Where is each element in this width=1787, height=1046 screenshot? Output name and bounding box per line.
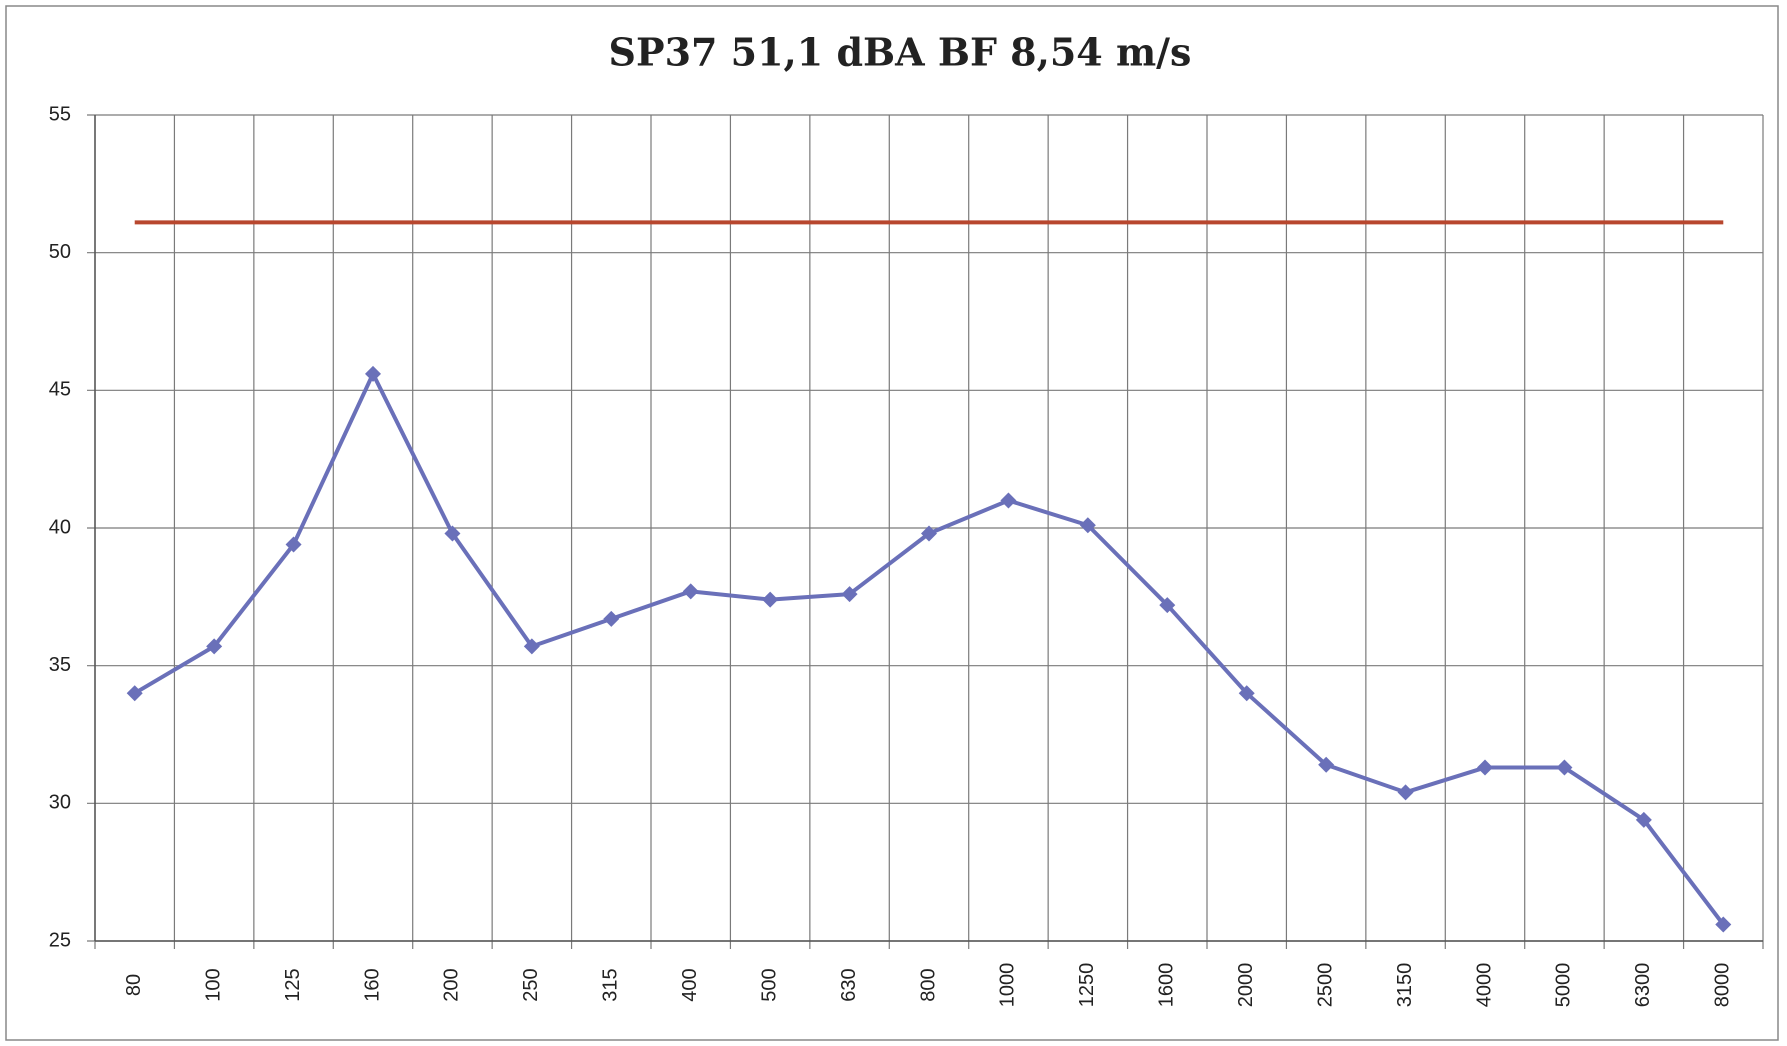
x-tick-label: 125 <box>282 968 304 1001</box>
x-tick-label: 100 <box>202 968 224 1001</box>
data-point <box>1397 784 1414 801</box>
x-tick-label: 2500 <box>1314 963 1336 1008</box>
x-tick-label: 250 <box>520 968 542 1001</box>
x-tick-label: 1600 <box>1156 963 1178 1008</box>
data-point <box>1556 759 1573 776</box>
x-tick-label: 8000 <box>1712 963 1734 1008</box>
x-tick-label: 1250 <box>1076 963 1098 1008</box>
data-point <box>1477 759 1493 776</box>
data-point <box>1159 597 1176 614</box>
data-point <box>1238 685 1255 702</box>
data-point <box>1079 517 1096 534</box>
x-tick-label: 400 <box>679 968 701 1001</box>
x-tick-label: 6300 <box>1632 963 1654 1008</box>
data-point <box>126 685 143 702</box>
y-tick-label: 40 <box>49 516 71 538</box>
x-tick-label: 5000 <box>1553 963 1575 1008</box>
x-tick-label: 800 <box>917 968 939 1001</box>
data-point <box>1635 811 1652 828</box>
data-point <box>762 591 779 608</box>
x-tick-label: 630 <box>838 968 860 1001</box>
x-tick-label: 2000 <box>1235 963 1257 1008</box>
y-tick-label: 45 <box>49 379 71 401</box>
data-point <box>841 586 858 603</box>
x-tick-label: 500 <box>758 968 780 1001</box>
data-point <box>1318 756 1335 773</box>
data-point <box>285 536 302 553</box>
x-tick-label: 1000 <box>997 963 1019 1008</box>
y-tick-label: 30 <box>49 792 71 814</box>
y-tick-label: 35 <box>49 654 71 676</box>
x-tick-label: 200 <box>441 968 463 1001</box>
data-point <box>365 365 381 382</box>
x-tick-label: 4000 <box>1473 963 1495 1008</box>
data-point <box>523 638 540 655</box>
data-point <box>603 610 620 627</box>
data-point <box>1715 916 1732 933</box>
y-tick-label: 50 <box>49 241 71 263</box>
x-tick-label: 80 <box>123 974 145 996</box>
x-tick-label: 160 <box>361 968 383 1001</box>
chart-border <box>5 5 1779 1041</box>
x-tick-label: 315 <box>600 968 622 1001</box>
chart-title: SP37 51,1 dBA BF 8,54 m/s <box>609 30 1192 75</box>
data-point <box>1000 492 1017 509</box>
data-point <box>921 525 937 542</box>
y-tick-label: 55 <box>49 103 71 125</box>
data-point <box>206 638 223 655</box>
data-point <box>682 583 699 600</box>
x-tick-label: 3150 <box>1394 963 1416 1008</box>
y-tick-label: 25 <box>49 929 71 951</box>
data-point <box>444 525 461 542</box>
